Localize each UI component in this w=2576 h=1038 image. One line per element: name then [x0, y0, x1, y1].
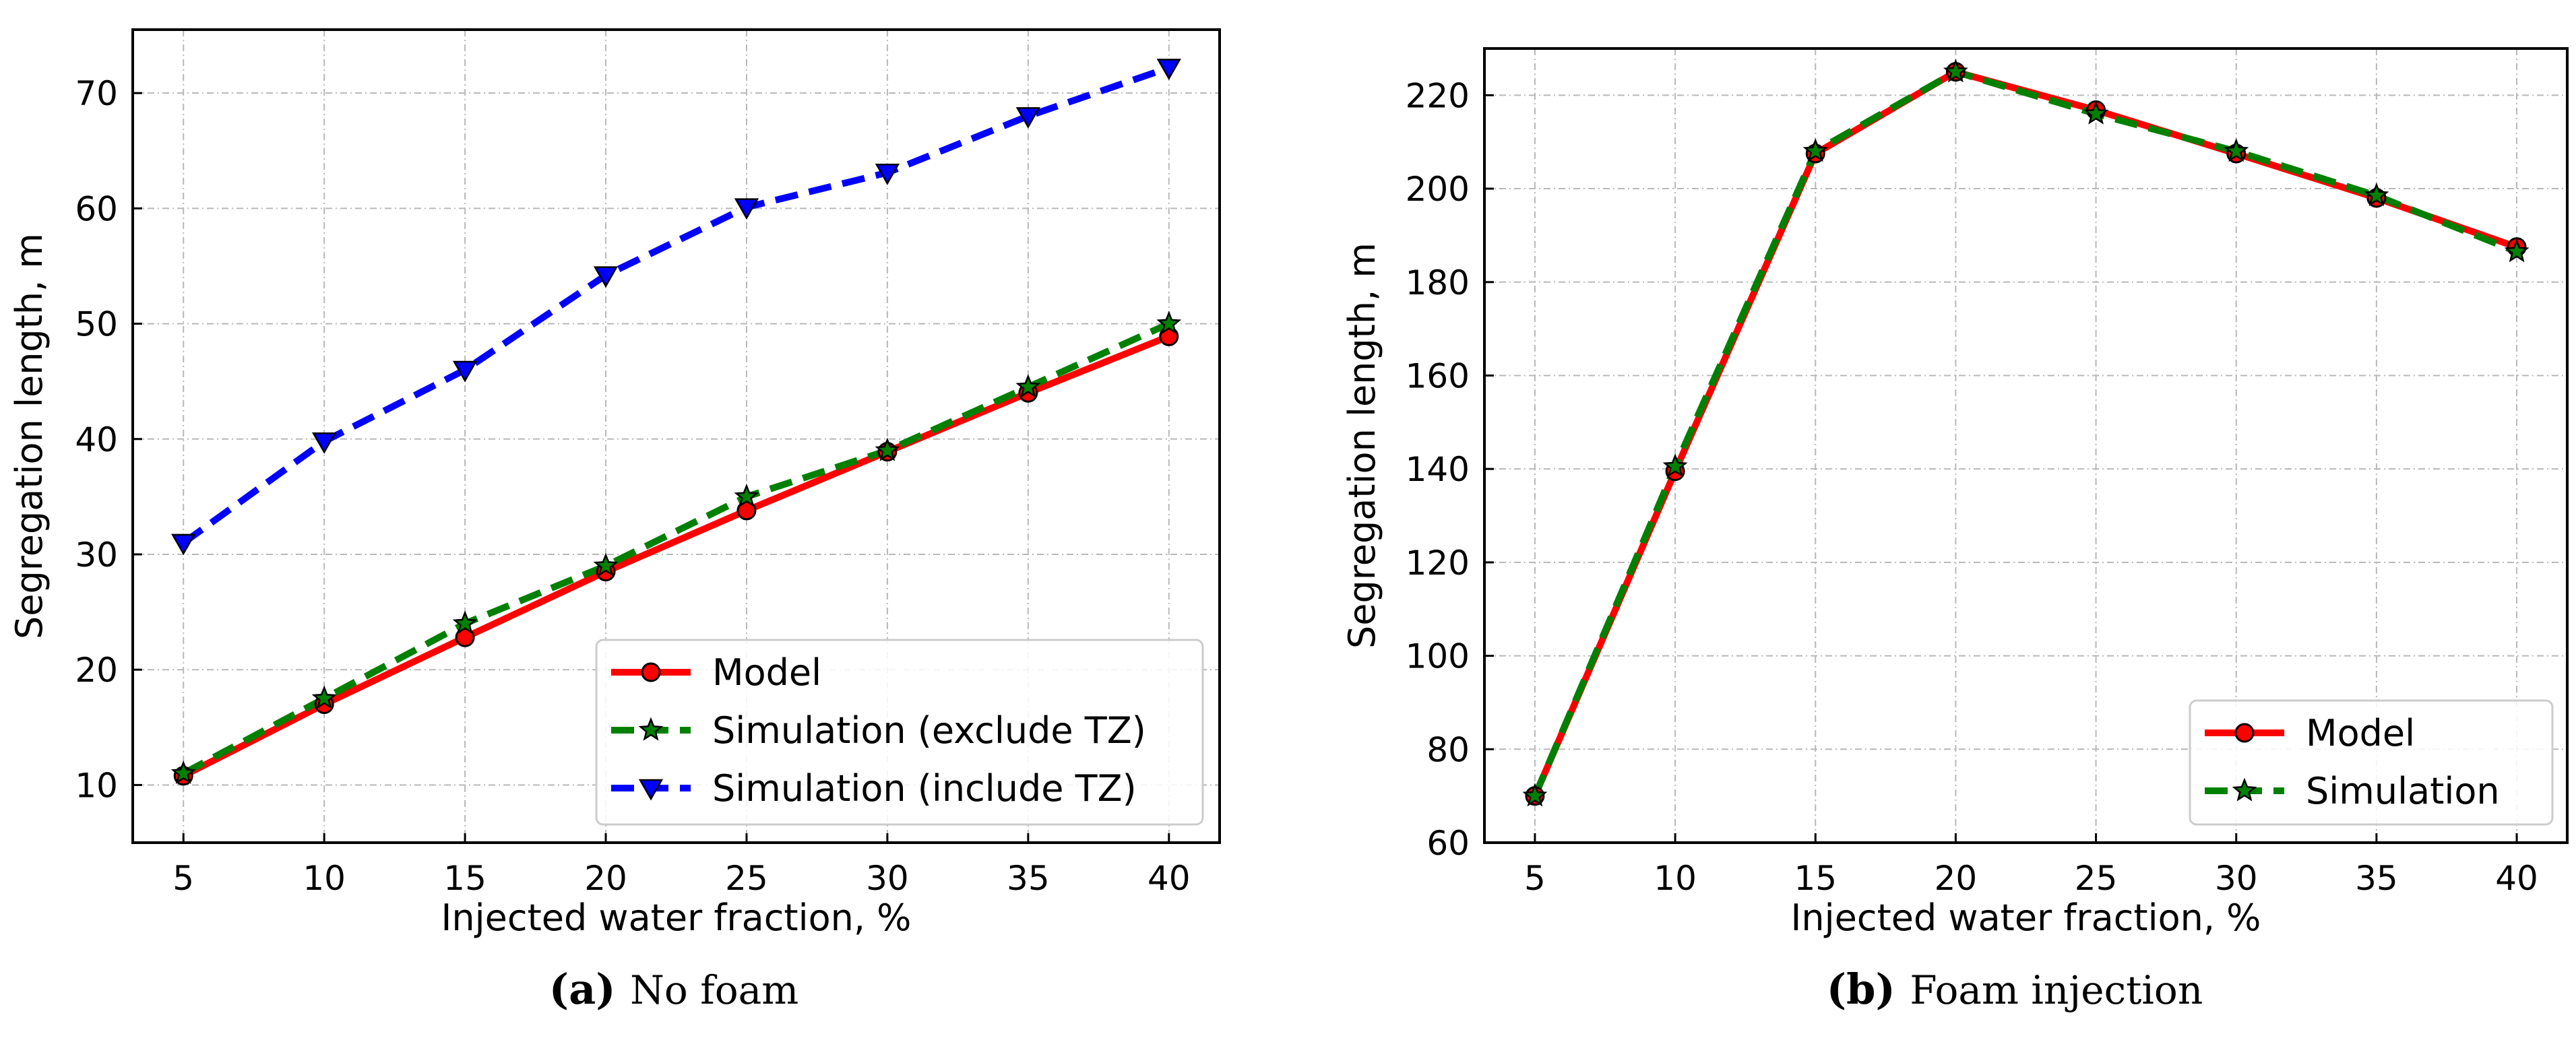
series-markers — [1525, 62, 2527, 806]
data-point — [1522, 783, 1548, 807]
legend-label: Model — [712, 651, 821, 694]
series-markers — [171, 59, 1181, 556]
legend-swatch-marker — [641, 662, 661, 682]
y-tick-label: 120 — [1406, 544, 1470, 583]
data-point — [2504, 238, 2530, 263]
x-tick-label: 20 — [584, 859, 627, 898]
legend-label: Simulation (include TZ) — [712, 767, 1137, 810]
y-tick-label: 40 — [75, 420, 118, 459]
y-tick-label: 80 — [1426, 730, 1470, 769]
legend-swatch-marker — [638, 717, 664, 741]
data-point — [1015, 374, 1041, 398]
data-point — [171, 533, 196, 556]
y-tick-label: 180 — [1406, 263, 1470, 302]
figure-caption: (b) Foam injection — [1827, 965, 2203, 1014]
data-point — [593, 266, 619, 288]
legend-swatch-marker — [2234, 723, 2255, 743]
data-point — [311, 685, 337, 709]
data-point — [312, 432, 337, 454]
data-point — [875, 164, 900, 185]
y-tick-label: 10 — [75, 766, 118, 805]
legend-swatch-marker — [2232, 777, 2257, 802]
legend-label: Simulation (exclude TZ) — [712, 709, 1146, 752]
x-tick-label: 15 — [1794, 859, 1837, 898]
y-tick-label: 60 — [1426, 824, 1470, 863]
legend-label: Model — [2306, 712, 2415, 754]
series-line-model — [181, 333, 1170, 779]
data-point — [452, 360, 478, 383]
series-line-simulation-exclude-tz- — [181, 321, 1170, 777]
y-axis-label: Segregation length, m — [1341, 242, 1383, 649]
data-point — [1015, 107, 1040, 129]
legend-box — [595, 639, 1204, 826]
caption-letter: (b) — [1827, 965, 1910, 1014]
data-point — [1156, 311, 1182, 335]
x-tick-label: 30 — [866, 859, 909, 898]
series-markers — [1522, 59, 2530, 807]
data-point — [1156, 59, 1181, 81]
data-point — [170, 760, 196, 784]
y-axis-label: Segregation length, m — [8, 233, 51, 639]
plot-frame — [131, 28, 1221, 844]
data-point — [875, 437, 900, 461]
x-tick-label: 40 — [1148, 859, 1191, 898]
x-tick-label: 35 — [1007, 859, 1050, 898]
y-tick-label: 30 — [75, 536, 118, 575]
data-point — [593, 552, 619, 577]
y-tick-label: 100 — [1406, 637, 1470, 676]
x-tick-label: 5 — [1524, 859, 1546, 898]
x-tick-label: 30 — [2215, 859, 2258, 898]
x-tick-label: 25 — [725, 859, 768, 898]
series-line-model — [1532, 68, 2518, 798]
y-tick-label: 160 — [1406, 356, 1470, 395]
series-line-simulation-include-tz- — [181, 64, 1170, 546]
data-point — [734, 198, 759, 220]
legend-label: Simulation — [2306, 770, 2500, 812]
y-tick-label: 140 — [1406, 450, 1470, 489]
x-tick-label: 10 — [1654, 859, 1697, 898]
data-point — [2083, 100, 2109, 125]
x-axis-label: Injected water fraction, % — [441, 897, 912, 939]
legend-swatch-marker — [638, 779, 664, 801]
data-point — [2364, 183, 2389, 207]
caption-text: No foam — [630, 967, 798, 1013]
series-markers — [170, 311, 1182, 784]
x-tick-label: 20 — [1935, 859, 1978, 898]
data-point — [2224, 138, 2249, 162]
y-tick-label: 220 — [1406, 76, 1470, 115]
series-line-simulation — [1532, 68, 2518, 798]
x-tick-label: 25 — [2075, 859, 2118, 898]
y-tick-label: 50 — [75, 305, 118, 344]
plot-frame — [1483, 47, 2569, 844]
figure-caption: (a) No foam — [549, 965, 799, 1014]
data-point — [1662, 453, 1688, 478]
data-point — [452, 610, 478, 635]
legend: Model Simulation — [2189, 699, 2554, 826]
x-tick-label: 10 — [303, 859, 346, 898]
data-point — [734, 484, 759, 508]
y-tick-label: 70 — [75, 74, 118, 113]
x-tick-label: 35 — [2355, 859, 2398, 898]
y-tick-label: 60 — [75, 189, 118, 228]
data-point — [1943, 59, 1968, 83]
chart-panel-b: 5 10 15 20 25 30 35 40 60 80 100 120 140 160 180 200 220… — [1341, 47, 2569, 1014]
data-point — [1802, 138, 1828, 162]
x-tick-label: 40 — [2495, 859, 2538, 898]
caption-text: Foam injection — [1910, 967, 2203, 1013]
caption-letter: (a) — [549, 965, 630, 1014]
y-tick-label: 200 — [1406, 170, 1470, 209]
y-tick-label: 20 — [75, 651, 118, 690]
chart-panel-a: 5 10 15 20 25 30 35 40 10 20 30 40 50 60 70 Injected wa… — [8, 28, 1221, 1014]
legend: Model Simulation (exclude TZ) Simulation (… — [595, 639, 1204, 826]
x-tick-label: 15 — [443, 859, 486, 898]
x-tick-label: 5 — [172, 859, 194, 898]
x-axis-label: Injected water fraction, % — [1791, 897, 2261, 939]
